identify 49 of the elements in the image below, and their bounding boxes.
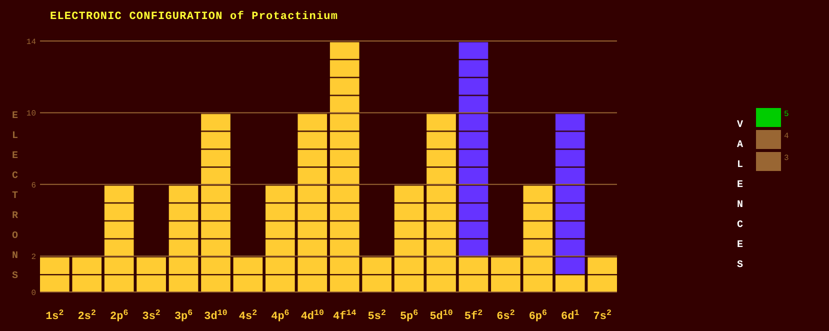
x-tick-label: 5p$^{6}$ [400,308,418,323]
x-tick-label: 6s$^{2}$ [496,308,515,323]
bar [72,256,102,292]
category-label: 5 [784,110,789,119]
category-label: 3 [784,154,789,163]
bar [362,256,392,292]
bar [104,184,134,292]
x-tick-label: 2p$^{6}$ [110,308,128,323]
chart-title: ELECTRONIC CONFIGURATION of Protactinium [50,10,338,23]
bar [40,256,70,292]
x-tick-label: 3s$^{2}$ [142,308,160,323]
x-tick-label: 2s$^{2}$ [78,308,96,323]
bar [458,256,488,292]
bar [266,184,295,292]
x-tick-label: 3p$^{6}$ [174,308,193,323]
x-tick-label: 3d$^{10}$ [204,308,228,323]
x-tick-label: 5d$^{10}$ [430,308,453,323]
bar [555,274,585,292]
bar [394,184,424,292]
bar [298,112,328,292]
y-tick-label: 10 [26,110,36,119]
x-tick-label: 7s$^{2}$ [593,308,612,323]
x-tick-label: 5s$^{2}$ [368,308,386,323]
x-tick-label: 6p$^{6}$ [528,308,548,323]
x-tick-label: 4f$^{14}$ [333,308,356,323]
x-tick-label: 4p$^{6}$ [271,308,290,323]
y-tick-label: 2 [31,253,36,262]
x-tick-label: 4s$^{2}$ [238,308,258,323]
bar [555,112,585,274]
y-tick-label: 6 [31,181,36,190]
x-tick-label: 1s$^{2}$ [46,308,64,323]
y-tick-label: 14 [26,38,36,47]
bar [330,41,360,292]
x-tick-label: 4d$^{10}$ [300,308,324,323]
bar [136,256,166,292]
bar [523,184,553,292]
bar [233,256,263,292]
x-tick-label: 6d$^{1}$ [561,308,580,323]
y-tick-label: 0 [31,289,36,298]
bar [491,256,520,292]
bar [426,112,456,292]
bar [458,41,488,256]
bar [168,184,198,292]
text: ELECTRONS [12,111,18,282]
bar [201,112,230,292]
bar [588,256,617,292]
text: VALENCES [736,120,744,271]
category-label: 4 [784,132,789,141]
x-tick-label: 5f$^{2}$ [464,308,483,323]
